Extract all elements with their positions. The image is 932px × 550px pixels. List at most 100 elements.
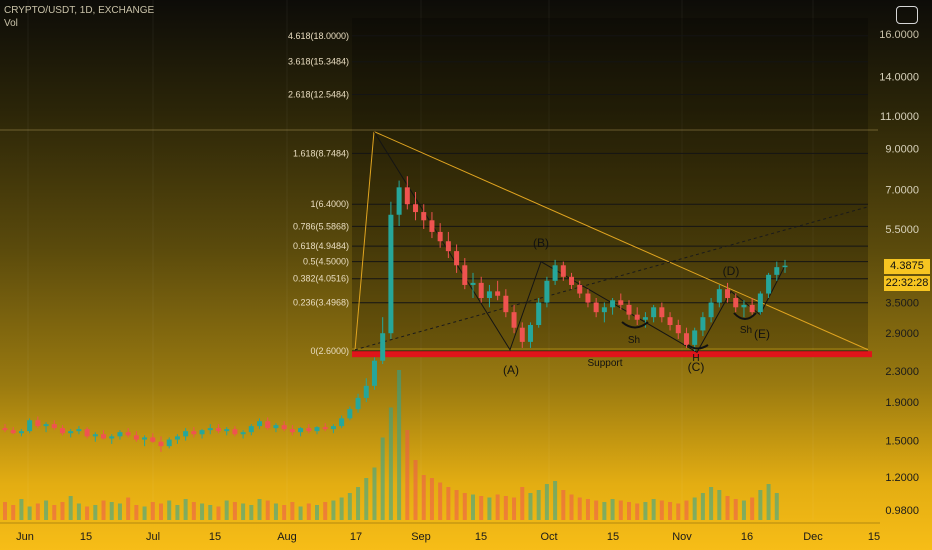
trend-dashed-line xyxy=(354,206,869,351)
fib-level-label: 0.618(4.9484) xyxy=(293,241,349,251)
candle-body xyxy=(273,425,279,429)
volume-bar xyxy=(208,505,213,520)
x-axis-tick-label: 15 xyxy=(80,531,92,543)
candle-body xyxy=(363,385,369,398)
fib-level-label: 1(6.4000) xyxy=(310,199,349,209)
x-axis-tick-label: 17 xyxy=(350,531,362,543)
candle-body xyxy=(215,428,221,432)
volume-bar xyxy=(446,487,451,520)
candle-body xyxy=(486,291,492,298)
volume-bar xyxy=(76,503,81,520)
volume-bar xyxy=(758,490,763,520)
candle-body xyxy=(133,435,139,440)
volume-bar xyxy=(487,497,492,520)
candle-body xyxy=(634,314,640,320)
y-axis-tick-label: 11.0000 xyxy=(880,111,919,123)
volume-bar xyxy=(750,497,755,520)
y-axis-tick-label: 1.2000 xyxy=(885,472,919,484)
candle-body xyxy=(396,187,402,215)
volume-bar xyxy=(577,497,582,520)
volume-bar xyxy=(618,500,623,520)
candle-body xyxy=(642,317,648,320)
volume-bar xyxy=(249,505,254,520)
volume-bar xyxy=(93,505,98,520)
candle-body xyxy=(413,204,419,213)
volume-bar xyxy=(561,490,566,520)
wave-label: (D) xyxy=(723,264,740,278)
candle-body xyxy=(355,397,361,410)
volume-bar xyxy=(35,503,40,520)
volume-bar xyxy=(413,460,418,520)
volume-bar xyxy=(528,493,533,520)
candle-body xyxy=(495,291,501,296)
candle-body xyxy=(150,437,156,442)
volume-bar xyxy=(594,500,599,520)
volume-bar xyxy=(429,478,434,520)
volume-bar xyxy=(544,484,549,520)
volume-bar xyxy=(142,506,147,520)
volume-bar xyxy=(553,481,558,520)
candle-body xyxy=(289,429,295,433)
candle-body xyxy=(725,289,731,298)
candle-body xyxy=(601,307,607,313)
candle-body xyxy=(569,276,575,285)
volume-bar xyxy=(290,502,295,520)
candle-body xyxy=(158,441,164,447)
volume-bar xyxy=(372,467,377,520)
candle-body xyxy=(174,436,180,440)
volume-bar xyxy=(495,494,500,520)
candle-body xyxy=(371,360,377,386)
volume-bar xyxy=(109,502,114,520)
symbol-title: CRYPTO/USDT, 1D, EXCHANGE xyxy=(4,5,155,16)
volume-bar xyxy=(265,500,270,520)
volume-bar xyxy=(175,505,180,520)
candle-body xyxy=(552,265,558,281)
y-axis-tick-label: 2.9000 xyxy=(885,328,919,340)
triangle-upper-edge xyxy=(373,131,869,351)
volume-bar xyxy=(397,370,402,520)
volume-bar xyxy=(11,505,16,520)
candle-body xyxy=(92,434,98,437)
volume-bar xyxy=(331,500,336,520)
candle-body xyxy=(322,427,328,430)
last-price-tag: 4.3875 xyxy=(884,259,930,274)
candle-body xyxy=(43,424,49,427)
volume-bar xyxy=(323,502,328,520)
volume-bar xyxy=(191,502,196,520)
volume-bar xyxy=(388,407,393,520)
shoulder-arc xyxy=(733,312,757,320)
volume-bar xyxy=(200,503,205,520)
volume-bar xyxy=(569,494,574,520)
candle-body xyxy=(741,304,747,308)
volume-bar xyxy=(232,502,237,520)
wave-label: (A) xyxy=(503,363,519,377)
candle-body xyxy=(117,432,123,437)
volume-bar xyxy=(774,493,779,520)
volume-bar xyxy=(282,505,287,520)
x-axis-tick-label: Aug xyxy=(277,531,297,543)
candle-body xyxy=(10,430,16,434)
wave-label: H xyxy=(692,353,699,364)
candle-body xyxy=(651,307,657,318)
fib-panel xyxy=(352,18,868,348)
volume-bar xyxy=(273,503,278,520)
volume-bar xyxy=(3,502,7,520)
candle-body xyxy=(380,333,386,361)
candle-body xyxy=(330,426,336,430)
volume-bar xyxy=(766,484,771,520)
volume-bar xyxy=(479,496,484,520)
candle-body xyxy=(593,302,599,313)
candle-body xyxy=(626,304,632,315)
volume-bar xyxy=(68,496,73,520)
volume-bar xyxy=(216,506,221,520)
candle-body xyxy=(76,429,82,432)
volume-bar xyxy=(602,502,607,520)
candle-body xyxy=(298,428,304,433)
screenshot-icon[interactable] xyxy=(896,6,918,24)
y-axis-tick-label: 1.5000 xyxy=(885,436,919,448)
volume-bar xyxy=(224,500,229,520)
wave-label: (B) xyxy=(533,236,549,250)
volume-bar xyxy=(19,499,24,520)
wave-label: (C) xyxy=(688,360,705,374)
